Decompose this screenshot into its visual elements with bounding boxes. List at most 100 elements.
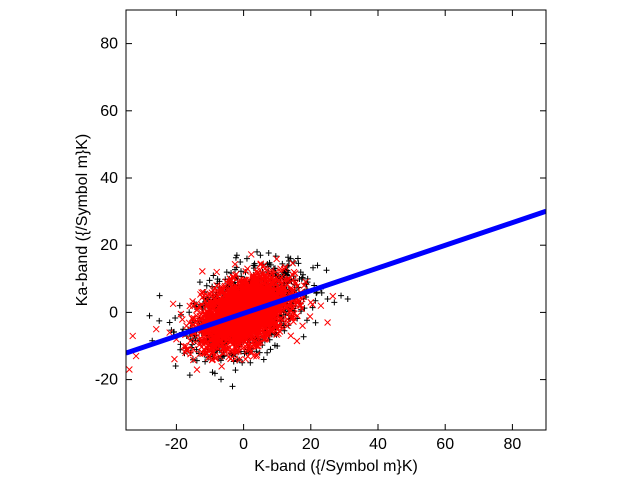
cross-point xyxy=(241,293,249,300)
cross-point xyxy=(193,312,200,320)
cross-point xyxy=(231,331,239,338)
plus-point xyxy=(260,356,267,363)
cross-point xyxy=(213,268,221,276)
plus-point xyxy=(265,250,272,257)
cross-point xyxy=(189,346,197,353)
cross-point xyxy=(245,329,252,336)
plus-point xyxy=(156,292,163,299)
cross-point xyxy=(246,322,254,330)
plus-point xyxy=(193,357,200,364)
plus-point xyxy=(232,367,239,374)
cross-point xyxy=(263,319,271,326)
cross-point xyxy=(302,278,310,286)
cross-point xyxy=(227,355,234,363)
marks-layer xyxy=(126,208,546,390)
plus-point xyxy=(203,282,210,289)
plus-point xyxy=(229,383,236,390)
cross-point xyxy=(260,262,268,269)
cross-point xyxy=(268,291,276,298)
plus-point xyxy=(300,333,307,340)
cross-point xyxy=(222,278,230,286)
cross-point xyxy=(226,285,234,293)
plus-point xyxy=(211,370,218,377)
plus-point xyxy=(214,276,221,283)
cross-point xyxy=(281,263,289,271)
cross-point xyxy=(287,306,294,314)
x-tick-label: 0 xyxy=(239,436,248,453)
cross-point xyxy=(220,297,227,305)
cross-point xyxy=(247,251,255,258)
cross-point xyxy=(195,302,203,310)
cross-point xyxy=(189,356,197,364)
cross-point xyxy=(307,298,315,306)
cross-point xyxy=(244,265,251,273)
cross-point xyxy=(199,308,207,315)
x-tick-label: 60 xyxy=(436,436,454,453)
cross-point xyxy=(235,288,243,295)
cross-point xyxy=(324,319,331,326)
cross-point xyxy=(253,352,260,360)
cross-point xyxy=(191,338,199,346)
cross-point xyxy=(283,322,291,330)
cross-point xyxy=(276,287,283,295)
y-tick-label: 60 xyxy=(100,103,118,120)
cross-point xyxy=(221,309,229,317)
plus-point xyxy=(312,319,319,326)
cross-point xyxy=(281,276,289,284)
plus-point xyxy=(250,262,257,269)
plus-point xyxy=(303,317,310,324)
cross-point xyxy=(287,332,295,340)
plus-point xyxy=(177,346,184,353)
cross-point xyxy=(277,267,284,275)
cross-point xyxy=(194,305,202,313)
cross-point xyxy=(166,329,174,336)
cross-point xyxy=(294,312,301,320)
cross-point xyxy=(264,327,272,335)
cross-point xyxy=(296,301,304,309)
cross-point xyxy=(273,331,280,338)
plus-point xyxy=(172,363,179,370)
plus-point xyxy=(146,312,153,319)
ticks-layer: -20 0 20 40 60 80 -20 0 20 40 60 80 xyxy=(95,10,546,453)
plus-point xyxy=(318,289,325,296)
cross-point xyxy=(253,342,261,350)
cross-point xyxy=(216,353,224,361)
cross-point xyxy=(257,272,264,279)
cross-point xyxy=(263,266,270,274)
cross-point xyxy=(211,330,219,338)
cross-point xyxy=(188,315,196,322)
cross-point xyxy=(270,288,277,295)
plus-point xyxy=(168,327,175,334)
cross-point xyxy=(233,339,241,346)
cross-point xyxy=(276,316,284,323)
cross-point xyxy=(218,363,226,370)
cross-point xyxy=(214,309,222,316)
plus-point xyxy=(274,343,281,349)
plus-point xyxy=(344,295,351,302)
cross-point xyxy=(252,324,259,332)
cross-point xyxy=(253,332,261,340)
plus-point xyxy=(285,254,292,261)
cross-point xyxy=(262,335,270,342)
cross-point xyxy=(233,305,241,313)
cross-point xyxy=(248,301,255,308)
y-tick-label: 80 xyxy=(100,36,118,53)
cross-point xyxy=(169,300,177,308)
plus-point xyxy=(172,314,179,321)
cross-point xyxy=(220,346,227,353)
cross-point xyxy=(293,337,301,345)
cross-point xyxy=(234,297,242,305)
cross-point xyxy=(285,275,293,282)
cross-point xyxy=(258,280,265,288)
cross-point xyxy=(273,255,281,263)
cross-point xyxy=(208,345,216,353)
cross-point xyxy=(216,291,224,299)
cross-point xyxy=(257,291,265,298)
cross-point xyxy=(273,293,281,300)
cross-point xyxy=(267,275,274,283)
cross-point xyxy=(236,290,244,298)
plus-point xyxy=(294,255,301,262)
plus-point xyxy=(202,358,209,365)
cross-point xyxy=(250,288,258,296)
cross-point xyxy=(261,318,268,326)
